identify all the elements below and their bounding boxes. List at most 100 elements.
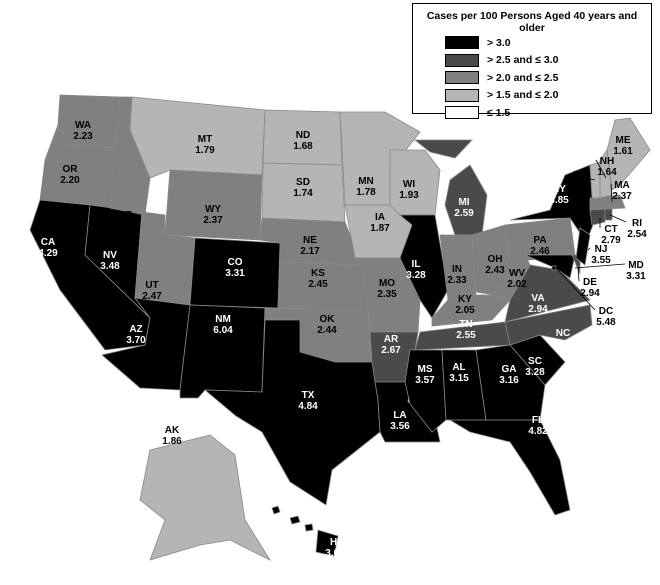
state-value: 3.57	[415, 375, 435, 386]
state-label: VA 2.94	[528, 293, 548, 315]
state-value: 2.23	[73, 131, 93, 142]
state-label: SD 1.74	[293, 177, 313, 199]
legend-label: > 2.0 and ≤ 2.5	[487, 71, 559, 84]
state-abbr: LA	[393, 410, 406, 421]
state-label: KS 2.45	[308, 268, 328, 290]
state-md	[524, 254, 576, 279]
state-abbr: SC	[528, 356, 542, 367]
state-label: PA 2.46	[530, 235, 550, 257]
legend-item: > 2.5 and ≤ 3.0	[445, 52, 651, 70]
state-abbr: AR	[384, 334, 399, 345]
state-label: NV 3.48	[100, 250, 120, 272]
state-nj	[575, 227, 591, 266]
state-abbr: ND	[296, 130, 310, 141]
state-abbr: MN	[358, 176, 374, 187]
state-abbr: AL	[452, 362, 465, 373]
state-abbr: WY	[205, 204, 221, 215]
state-abbr: NE	[303, 235, 317, 246]
leader-line	[587, 247, 591, 251]
state-value: 2.47	[142, 291, 162, 302]
state-value: 1.64	[570, 181, 590, 192]
state-abbr: KY	[458, 294, 472, 305]
state-label: WA 2.23	[73, 120, 93, 142]
state-value: 2.46	[530, 246, 550, 257]
state-abbr: VA	[531, 293, 544, 304]
state-tx	[203, 319, 381, 506]
state-value: 2.05	[455, 305, 475, 316]
state-value: 2.17	[118, 221, 138, 232]
state-label: MD 3.31	[626, 260, 646, 282]
state-label: OR 2.20	[60, 164, 80, 186]
state-label: IA 1.87	[370, 212, 390, 234]
state-abbr: WV	[509, 268, 525, 279]
state-abbr: CA	[41, 237, 55, 248]
legend-label: > 2.5 and ≤ 3.0	[487, 54, 559, 67]
legend-swatch	[445, 71, 479, 85]
state-value: 3.31	[626, 271, 646, 282]
state-value: 3.16	[499, 375, 519, 386]
state-value: 4.29	[38, 248, 58, 259]
state-abbr: UT	[145, 280, 158, 291]
state-shape	[475, 344, 546, 421]
legend-label: > 3.0	[487, 36, 511, 49]
state-value: 1.86	[162, 436, 182, 447]
state-shape	[606, 117, 651, 191]
state-abbr: NV	[103, 250, 117, 261]
leader-line	[555, 267, 596, 311]
state-abbr: NM	[215, 314, 231, 325]
state-shape	[524, 254, 576, 279]
state-label: HI 3.08	[325, 537, 345, 559]
state-label: OH 2.43	[485, 254, 505, 276]
state-abbr: MD	[628, 260, 644, 271]
state-dc	[551, 265, 557, 271]
state-label: MA 2.37	[612, 180, 632, 202]
state-shape	[304, 523, 314, 532]
state-abbr: AZ	[129, 324, 142, 335]
legend-item: > 1.5 and ≤ 2.0	[445, 87, 651, 105]
state-label: MT 1.79	[195, 134, 215, 156]
state-abbr: NH	[600, 156, 614, 167]
state-value: 2.37	[612, 191, 632, 202]
state-shape	[589, 194, 626, 211]
state-label: RI 2.54	[627, 218, 647, 240]
state-shape	[589, 207, 606, 226]
state-value: 2.45	[308, 279, 328, 290]
state-fl	[448, 419, 571, 516]
state-abbr: CT	[604, 224, 617, 235]
state-shape	[271, 505, 281, 515]
state-abbr: OH	[488, 254, 503, 265]
state-abbr: AK	[165, 425, 180, 436]
state-label: LA 3.56	[390, 410, 410, 432]
state-value: 3.48	[100, 261, 120, 272]
state-value: 2.59	[454, 208, 474, 219]
state-shape	[604, 207, 613, 221]
legend-item: > 3.0	[445, 34, 651, 52]
state-shape	[203, 319, 381, 506]
state-label: WY 2.37	[203, 204, 223, 226]
state-value: 1.68	[293, 141, 313, 152]
state-label: OK 2.44	[317, 314, 337, 336]
state-il	[398, 214, 449, 319]
state-label: AK 1.86	[162, 425, 182, 447]
state-shape	[398, 214, 449, 319]
state-ct	[589, 207, 606, 226]
legend-swatch	[445, 106, 479, 120]
state-abbr: ID	[123, 210, 133, 221]
state-label: SC 3.28	[525, 356, 545, 378]
state-value: 3.70	[126, 335, 146, 346]
state-hi	[271, 505, 339, 557]
state-value: 2.97	[553, 339, 573, 350]
state-ak	[139, 434, 272, 561]
state-value: 2.44	[317, 325, 337, 336]
state-value: 3.55	[591, 255, 611, 266]
state-shape	[315, 529, 339, 557]
state-value: 2.37	[203, 215, 223, 226]
state-nm	[179, 304, 266, 399]
state-label: MI 2.59	[454, 197, 474, 219]
state-label: TX 4.84	[298, 390, 318, 412]
state-shape	[139, 434, 272, 561]
state-abbr: PA	[533, 235, 546, 246]
state-shape	[179, 304, 266, 399]
state-ga	[475, 344, 546, 421]
state-value: 1.64	[597, 167, 617, 178]
